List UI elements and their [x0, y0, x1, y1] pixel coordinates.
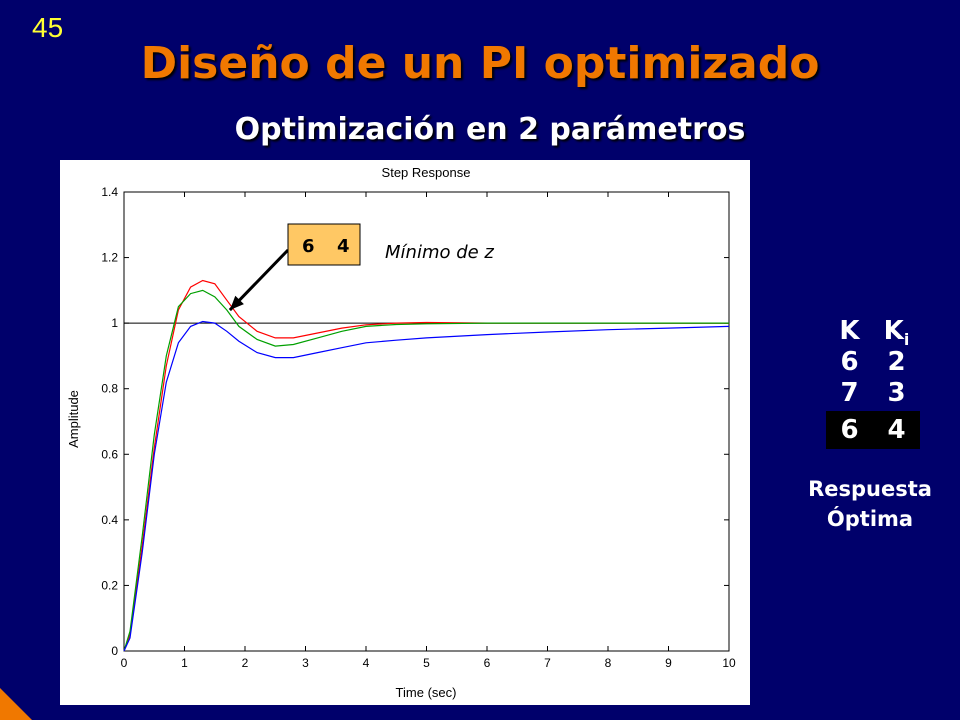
x-tick-label: 2: [242, 656, 249, 670]
header-k: K: [839, 316, 860, 346]
annotation: 6 4 Mínimo de z: [228, 223, 494, 312]
slide-title: Diseño de un PI optimizado: [140, 38, 820, 89]
row-k: 6: [840, 347, 859, 377]
params-header: K Ki: [826, 316, 920, 350]
slide-number: 45: [32, 12, 64, 43]
y-tick-label: 1.4: [101, 185, 118, 199]
x-tick-label: 5: [423, 656, 430, 670]
y-axis-label: Amplitude: [66, 390, 81, 448]
header-ki: Ki: [883, 316, 910, 350]
y-tick-label: 0.4: [101, 513, 118, 527]
caption-line-2: Óptima: [826, 507, 914, 531]
params-row: 6 2: [826, 347, 920, 378]
y-tick-label: 0.8: [101, 382, 118, 396]
step-response-figure: Step Response Time (sec) Amplitude 0 1 2 3 4…: [60, 160, 750, 705]
plot-area: 0 1 2 3 4 5 6 7 8 9 10 0 0.2 0.4 0.6 0.8 1 1.2 1.4: [101, 185, 736, 670]
row-ki: 4: [887, 415, 906, 445]
annotation-box: [287, 223, 361, 266]
annotation-arrow-head: [229, 295, 244, 310]
optimal-caption: Respuesta Óptima: [790, 474, 950, 534]
series-line: [123, 320, 730, 652]
row-ki: 3: [887, 378, 906, 408]
x-tick-label: 8: [605, 656, 612, 670]
x-tick-label: 7: [544, 656, 551, 670]
y-tick-label: 1: [111, 316, 118, 330]
x-tick-label: 1: [181, 656, 188, 670]
corner-triangle: [0, 688, 32, 720]
x-tick-label: 6: [484, 656, 491, 670]
row-k: 6: [840, 415, 859, 445]
y-tick-label: 0.6: [101, 447, 118, 461]
annotation-box-k: 6: [302, 236, 315, 257]
x-axis-label: Time (sec): [396, 685, 457, 700]
x-tick-label: 10: [722, 656, 736, 670]
row-k: 7: [840, 378, 859, 408]
plot-frame: [123, 191, 730, 652]
step-response-chart: Step Response Time (sec) Amplitude 0 1 2 3 4…: [66, 165, 736, 700]
slide-subtitle: Optimización en 2 parámetros: [234, 112, 746, 147]
series-line: [123, 289, 729, 652]
y-tick-label: 0.2: [101, 578, 118, 592]
row-ki: 2: [887, 347, 906, 377]
annotation-label: Mínimo de z: [385, 242, 494, 263]
x-tick-label: 4: [363, 656, 370, 670]
chart-title: Step Response: [382, 165, 471, 180]
x-tick-label: 3: [302, 656, 309, 670]
annotation-box-ki: 4: [337, 236, 350, 257]
params-row-optimal: 6 4: [826, 411, 920, 449]
params-table: K Ki 6 2 7 3 6 4: [826, 316, 920, 449]
x-tick-label: 0: [121, 656, 128, 670]
caption-line-1: Respuesta: [808, 477, 932, 501]
y-tick-label: 1.2: [101, 251, 118, 265]
x-tick-label: 9: [665, 656, 672, 670]
y-tick-label: 0: [111, 644, 118, 658]
params-row: 7 3: [826, 378, 920, 409]
